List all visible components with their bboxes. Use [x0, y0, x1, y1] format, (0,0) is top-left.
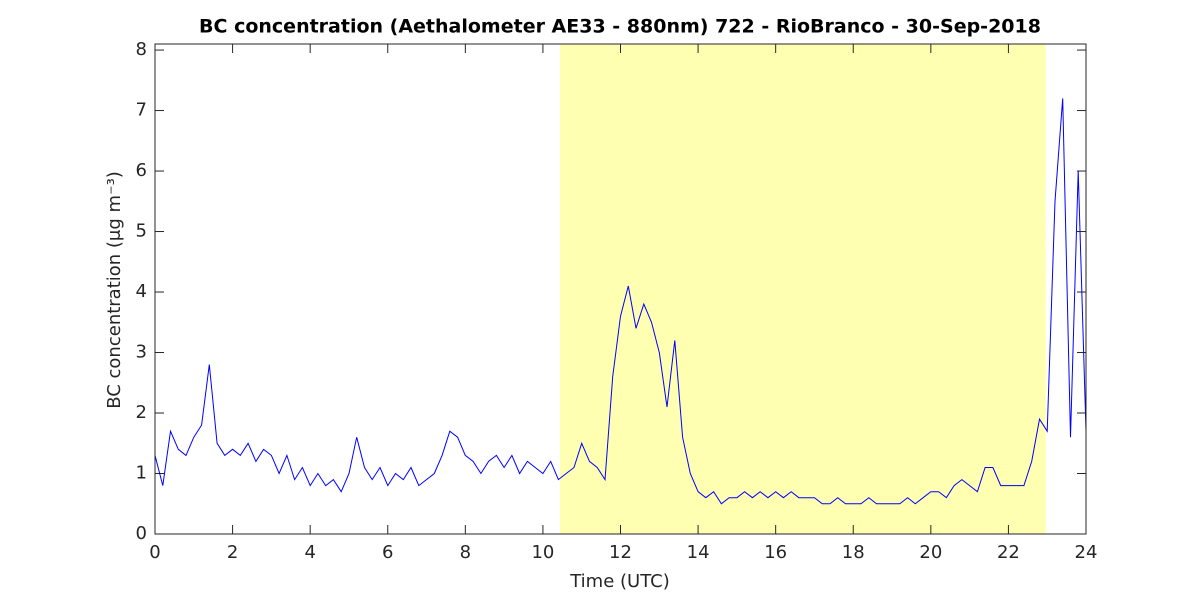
x-tick-label: 14 [687, 542, 710, 563]
x-tick-label: 12 [609, 542, 632, 563]
x-tick-label: 6 [382, 542, 393, 563]
y-tick-label: 2 [136, 402, 147, 423]
y-tick-label: 8 [136, 39, 147, 60]
y-tick-label: 6 [136, 160, 147, 181]
x-tick-label: 2 [227, 542, 238, 563]
y-tick-label: 1 [136, 463, 147, 484]
y-tick-label: 3 [136, 342, 147, 363]
x-tick-label: 8 [460, 542, 471, 563]
x-tick-label: 24 [1075, 542, 1098, 563]
y-tick-label: 4 [136, 281, 147, 302]
x-tick-label: 16 [764, 542, 787, 563]
y-tick-label: 0 [136, 523, 147, 544]
x-tick-label: 20 [919, 542, 942, 563]
x-tick-label: 0 [149, 542, 160, 563]
highlight-span [559, 44, 1046, 534]
x-tick-label: 18 [842, 542, 865, 563]
chart-title: BC concentration (Aethalometer AE33 - 88… [199, 16, 1041, 38]
y-axis-label: BC concentration (μg m⁻³) [104, 171, 125, 409]
y-tick-label: 5 [136, 221, 147, 242]
x-axis-label: Time (UTC) [569, 571, 670, 592]
axes-box [154, 43, 1087, 535]
x-tick-label: 22 [997, 542, 1020, 563]
x-tick-label: 4 [304, 542, 315, 563]
y-tick-label: 7 [136, 100, 147, 121]
x-tick-label: 10 [531, 542, 554, 563]
data-line [154, 98, 1087, 505]
